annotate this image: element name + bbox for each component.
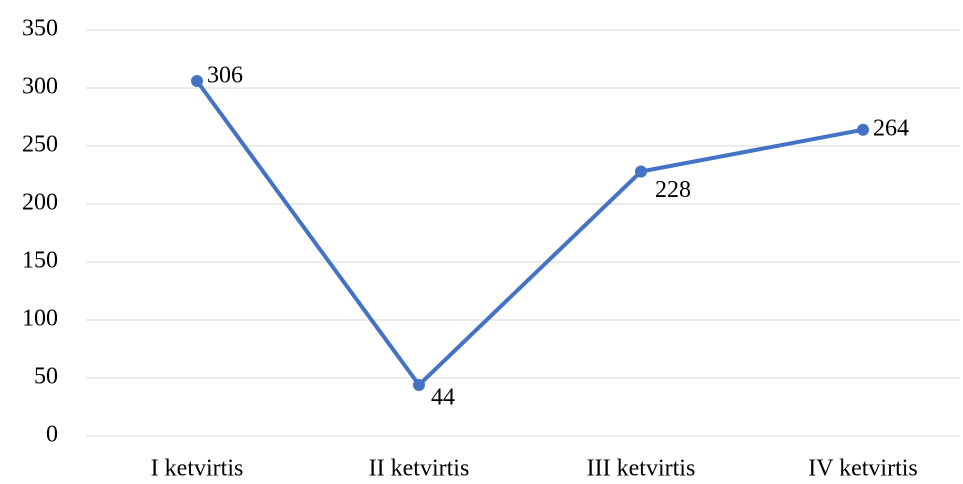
x-tick-label: IV ketvirtis xyxy=(808,456,918,482)
data-label: 228 xyxy=(655,177,691,203)
y-tick-label: 350 xyxy=(22,16,58,42)
data-point xyxy=(857,123,869,136)
y-tick-label: 200 xyxy=(22,190,58,216)
y-tick-label: 50 xyxy=(34,364,58,390)
data-line xyxy=(195,79,864,387)
data-point xyxy=(635,165,647,178)
y-tick-label: 0 xyxy=(46,422,58,448)
y-tick-label: 150 xyxy=(22,248,58,274)
x-tick-label: III ketvirtis xyxy=(587,456,696,482)
data-label: 306 xyxy=(207,63,243,89)
x-tick-label: I ketvirtis xyxy=(151,456,244,482)
y-tick-label: 300 xyxy=(22,74,58,100)
x-tick-label: II ketvirtis xyxy=(369,456,470,482)
y-tick-label: 100 xyxy=(22,306,58,332)
data-point xyxy=(413,378,425,391)
data-label: 264 xyxy=(873,115,909,141)
y-tick-label: 250 xyxy=(22,132,58,158)
data-point xyxy=(191,75,203,88)
data-label: 44 xyxy=(431,384,455,410)
